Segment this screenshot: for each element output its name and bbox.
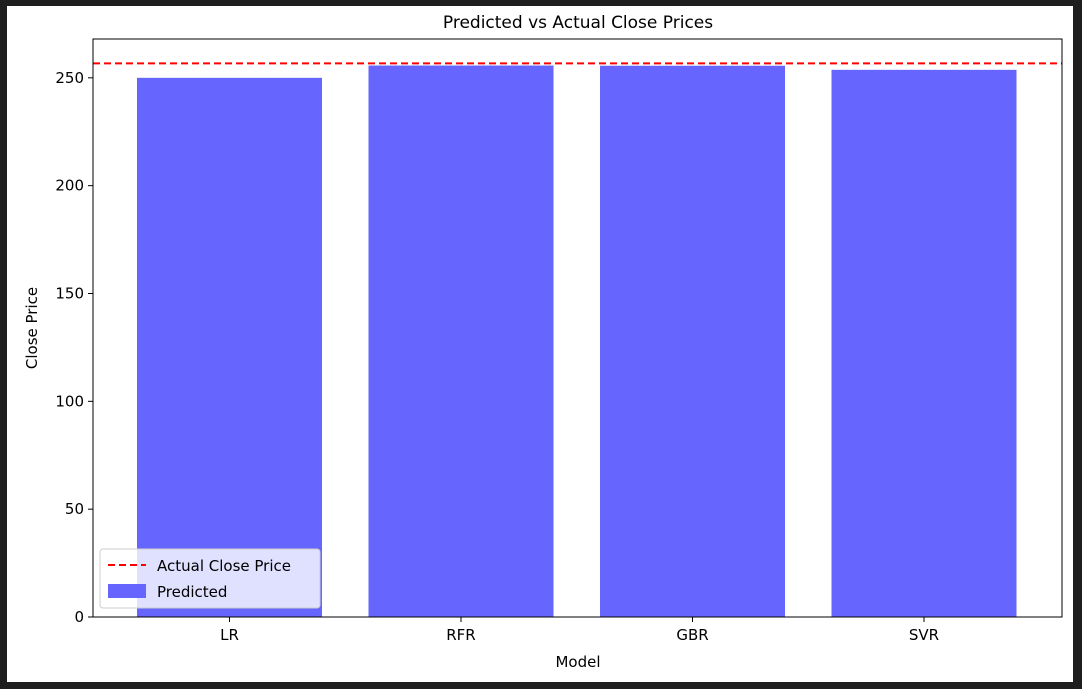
y-tick-label: 250 bbox=[55, 69, 84, 87]
legend-actual-label: Actual Close Price bbox=[157, 557, 291, 575]
x-tick-label: RFR bbox=[446, 626, 475, 644]
legend-box bbox=[99, 548, 321, 609]
legend: Actual Close Price Predicted bbox=[99, 548, 321, 609]
x-tick-label: LR bbox=[220, 626, 239, 644]
bar-svr bbox=[831, 69, 1017, 617]
y-tick-label: 200 bbox=[55, 177, 84, 195]
y-tick-label: 100 bbox=[55, 392, 84, 410]
x-axis-ticks: LR RFR GBR SVR bbox=[220, 617, 939, 644]
bar-lr bbox=[137, 77, 322, 617]
x-tick-label: SVR bbox=[909, 626, 939, 644]
x-tick-label: GBR bbox=[676, 626, 708, 644]
bar-gbr bbox=[600, 65, 785, 617]
bars-group bbox=[137, 65, 1017, 618]
x-axis-label: Model bbox=[555, 653, 600, 671]
y-tick-label: 50 bbox=[65, 500, 84, 518]
plot-area-frame bbox=[92, 38, 1063, 618]
bar-rfr bbox=[368, 65, 554, 618]
y-axis-label: Close Price bbox=[23, 287, 41, 369]
y-axis-ticks: 0 50 100 150 200 250 bbox=[55, 69, 93, 626]
legend-predicted-label: Predicted bbox=[157, 583, 227, 601]
y-tick-label: 150 bbox=[55, 284, 84, 302]
y-tick-label: 0 bbox=[74, 608, 84, 626]
legend-predicted-swatch bbox=[108, 584, 146, 598]
chart-title: Predicted vs Actual Close Prices bbox=[443, 13, 713, 33]
